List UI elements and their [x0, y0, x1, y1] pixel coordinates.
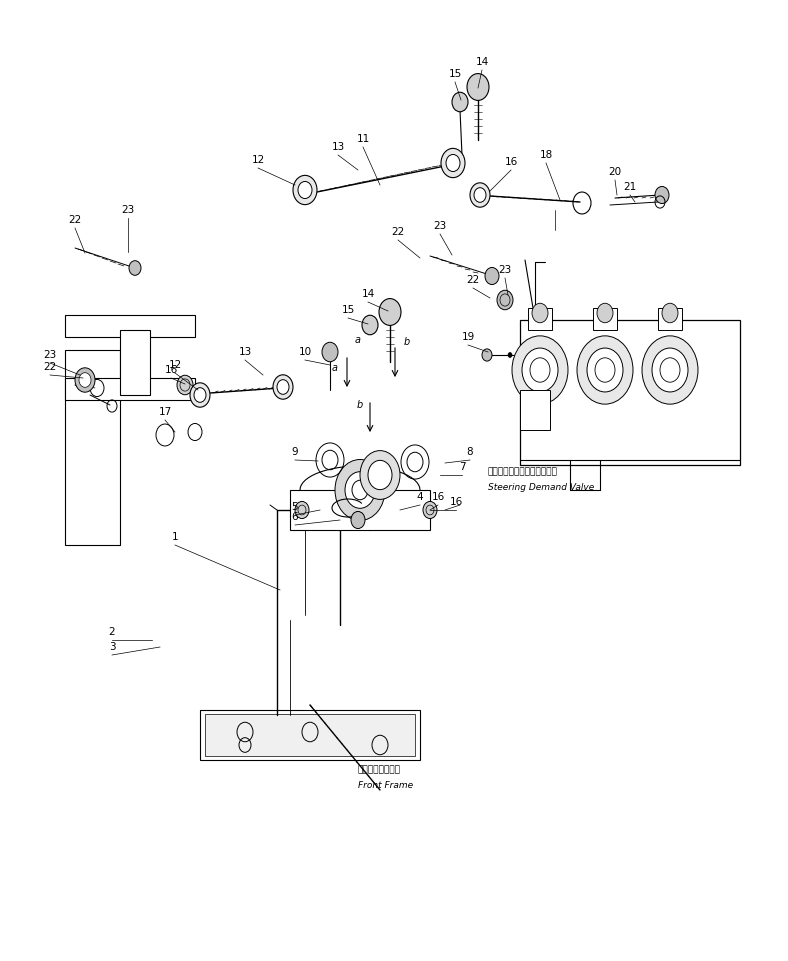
Circle shape — [597, 304, 613, 323]
Circle shape — [577, 335, 633, 405]
Text: 11: 11 — [356, 134, 370, 144]
Text: 8: 8 — [466, 447, 474, 457]
Bar — [65, 315, 195, 337]
Bar — [528, 308, 552, 330]
Circle shape — [322, 342, 338, 361]
Circle shape — [351, 511, 365, 529]
Circle shape — [508, 353, 512, 357]
Text: 16: 16 — [431, 492, 444, 502]
Bar — [65, 378, 195, 400]
Circle shape — [652, 348, 688, 392]
Circle shape — [368, 460, 392, 490]
Text: 16: 16 — [504, 157, 518, 167]
Circle shape — [129, 260, 141, 275]
Circle shape — [345, 472, 375, 508]
Text: 7: 7 — [459, 462, 465, 472]
Text: 17: 17 — [158, 407, 172, 417]
Bar — [65, 350, 120, 545]
Text: b: b — [404, 337, 410, 347]
Text: 12: 12 — [169, 360, 181, 370]
Text: Front Frame: Front Frame — [358, 780, 413, 790]
Text: Steering Demand Valve: Steering Demand Valve — [488, 482, 594, 491]
Circle shape — [655, 186, 669, 204]
Circle shape — [512, 335, 568, 405]
Text: 3: 3 — [109, 642, 115, 652]
Text: フロントフレーム: フロントフレーム — [358, 766, 401, 775]
Text: 20: 20 — [608, 167, 622, 177]
Text: 4: 4 — [417, 492, 423, 502]
Text: 14: 14 — [362, 289, 374, 299]
Circle shape — [662, 304, 678, 323]
Text: 21: 21 — [623, 182, 637, 192]
Text: a: a — [332, 363, 338, 373]
Text: 13: 13 — [332, 142, 344, 152]
Circle shape — [335, 459, 385, 521]
Circle shape — [474, 187, 486, 203]
Bar — [658, 308, 682, 330]
Text: 22: 22 — [466, 275, 480, 285]
Circle shape — [532, 304, 548, 323]
Circle shape — [467, 74, 489, 100]
Circle shape — [277, 380, 289, 394]
Bar — [120, 330, 150, 395]
Text: 13: 13 — [239, 347, 251, 357]
Circle shape — [177, 375, 193, 395]
Circle shape — [190, 382, 210, 407]
Circle shape — [423, 502, 437, 519]
Text: 15: 15 — [341, 305, 355, 315]
Circle shape — [79, 373, 91, 387]
Circle shape — [642, 335, 698, 405]
Text: 12: 12 — [251, 155, 265, 165]
Text: b: b — [357, 400, 363, 410]
Circle shape — [441, 148, 465, 178]
Text: 16: 16 — [449, 497, 463, 507]
Circle shape — [75, 368, 95, 392]
Circle shape — [497, 290, 513, 309]
Text: 22: 22 — [43, 362, 57, 372]
Text: 9: 9 — [292, 447, 299, 457]
Circle shape — [273, 375, 293, 399]
Circle shape — [482, 349, 492, 361]
Text: 19: 19 — [462, 332, 474, 342]
Polygon shape — [200, 710, 420, 760]
Text: 2: 2 — [109, 627, 115, 637]
Text: 5: 5 — [292, 502, 299, 512]
Text: 6: 6 — [292, 512, 299, 522]
Text: 18: 18 — [539, 150, 552, 160]
Text: 1: 1 — [172, 532, 178, 542]
Circle shape — [452, 92, 468, 111]
Text: ステアリングデマンドバルブ: ステアリングデマンドバルブ — [488, 467, 558, 477]
Circle shape — [295, 502, 309, 519]
Polygon shape — [520, 390, 550, 430]
Circle shape — [470, 183, 490, 208]
Polygon shape — [290, 490, 430, 530]
Circle shape — [293, 175, 317, 205]
Text: a: a — [355, 335, 361, 345]
Circle shape — [362, 315, 378, 334]
Text: 23: 23 — [433, 221, 447, 231]
Circle shape — [446, 155, 460, 171]
Text: 22: 22 — [69, 215, 82, 225]
Circle shape — [485, 267, 499, 284]
Circle shape — [194, 387, 206, 403]
Text: 22: 22 — [392, 227, 404, 237]
Text: 16: 16 — [165, 365, 177, 375]
Polygon shape — [205, 714, 415, 756]
Circle shape — [298, 182, 312, 199]
Circle shape — [360, 451, 400, 500]
Circle shape — [379, 299, 401, 326]
Polygon shape — [520, 320, 740, 465]
Text: 23: 23 — [43, 350, 57, 360]
Text: 15: 15 — [448, 69, 462, 79]
Text: 10: 10 — [299, 347, 311, 357]
Text: 23: 23 — [121, 205, 135, 215]
Text: 23: 23 — [498, 265, 511, 275]
Text: 14: 14 — [475, 57, 489, 67]
Circle shape — [522, 348, 558, 392]
Circle shape — [587, 348, 623, 392]
Bar — [593, 308, 617, 330]
